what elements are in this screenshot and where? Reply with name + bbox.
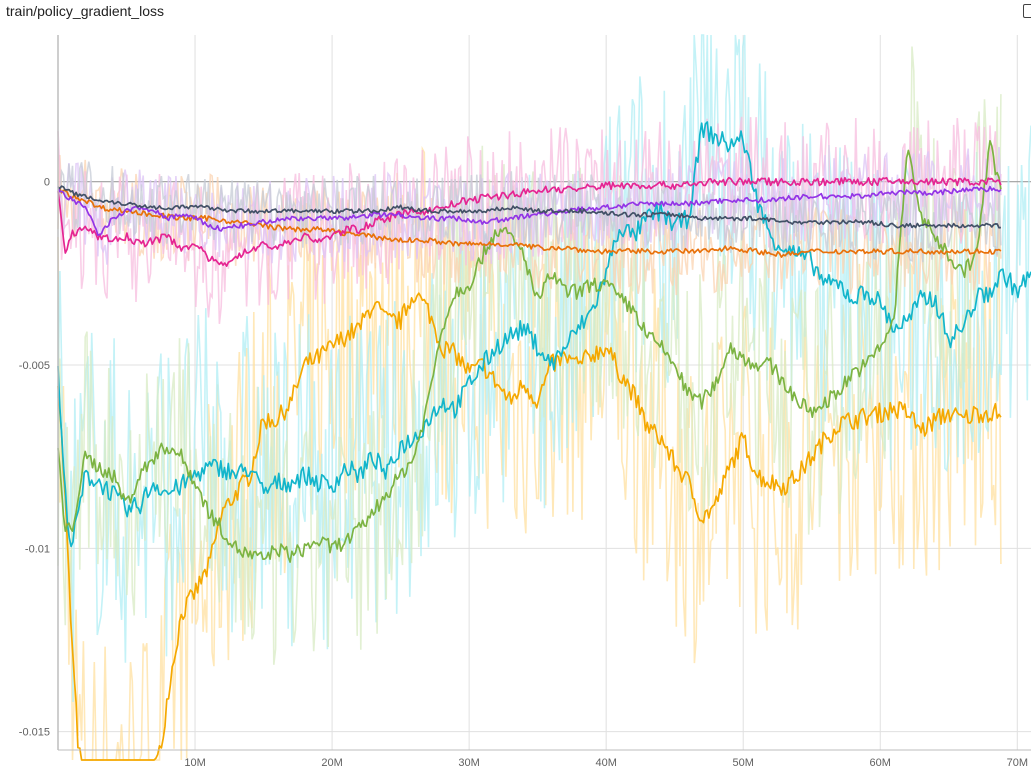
raw-series-line <box>57 46 1002 665</box>
raw-series-line <box>57 145 1002 761</box>
series-line <box>57 188 1002 258</box>
x-tick-label: 10M <box>184 757 205 769</box>
series-line <box>57 185 1002 229</box>
series-line <box>57 292 1002 761</box>
x-tick-label: 30M <box>458 757 479 769</box>
y-tick-label: -0.015 <box>19 727 50 739</box>
x-tick-label: 60M <box>870 757 891 769</box>
x-tick-label: 50M <box>733 757 754 769</box>
raw-series-layer <box>57 34 1031 761</box>
expand-icon[interactable] <box>1023 4 1031 18</box>
x-tick-label: 40M <box>595 757 616 769</box>
y-tick-label: -0.005 <box>19 360 50 372</box>
series-line <box>57 185 1002 236</box>
x-tick-label: 70M <box>1007 757 1028 769</box>
raw-series-line <box>57 161 1002 263</box>
series-line <box>57 176 1002 267</box>
axes: 10M 20M 30M 40M 50M 60M 70M 0 -0.005 -0.01 -0.015 <box>19 35 1031 769</box>
smoothed-series-layer <box>57 121 1031 761</box>
y-tick-label: -0.01 <box>25 543 50 555</box>
y-tick-label: 0 <box>44 177 50 189</box>
series-line <box>57 121 1031 548</box>
x-tick-label: 20M <box>321 757 342 769</box>
series-line <box>57 139 1002 563</box>
chart-title: train/policy_gradient_loss <box>6 3 164 19</box>
